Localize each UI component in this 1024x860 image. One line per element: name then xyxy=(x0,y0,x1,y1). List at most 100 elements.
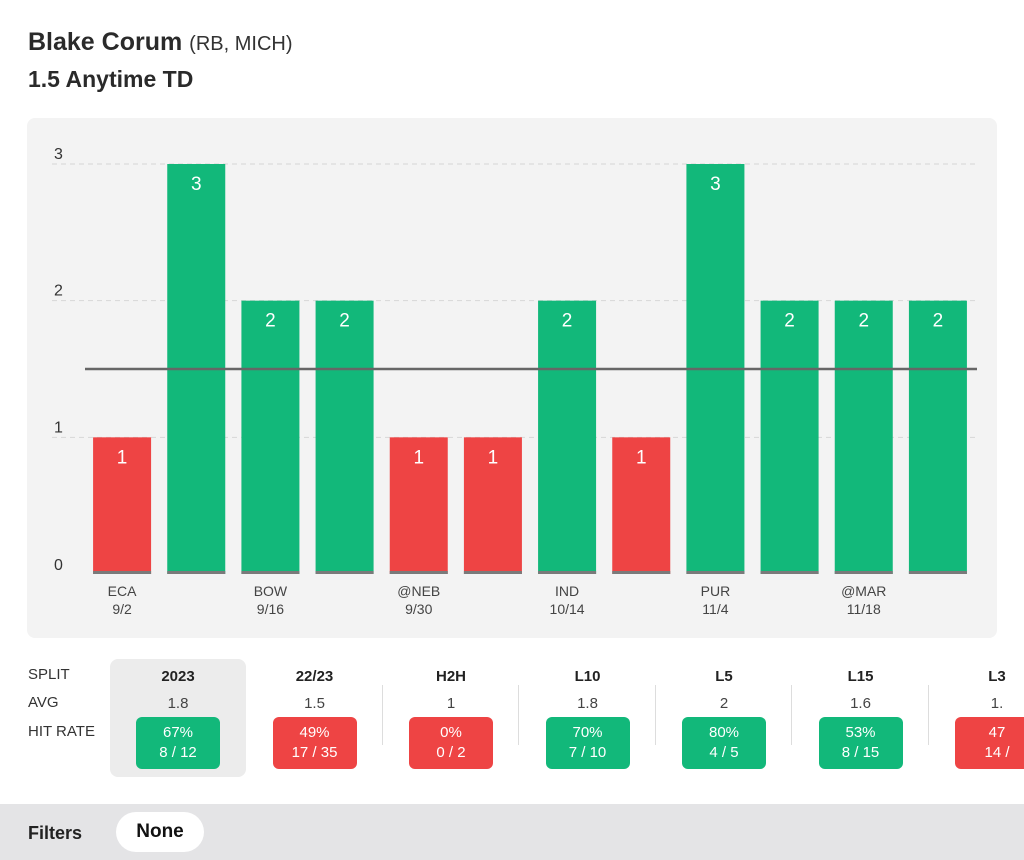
split-avg: 1.8 xyxy=(167,695,189,712)
bar-value-label: 2 xyxy=(933,311,944,332)
bar-base xyxy=(167,571,226,574)
split-label: L5 xyxy=(715,668,733,685)
player-title: Blake Corum (RB, MICH) xyxy=(28,28,293,57)
bar xyxy=(908,300,967,574)
x-tick-opponent: PUR xyxy=(701,583,731,599)
y-tick-label: 0 xyxy=(54,557,63,574)
hit-rate-badge: 70% 7 / 10 xyxy=(545,717,630,769)
split-label: L3 xyxy=(988,668,1006,685)
x-tick-date: 11/4 xyxy=(702,601,728,617)
hit-rate-row-label: HIT RATE xyxy=(28,723,95,740)
bar-value-label: 2 xyxy=(784,311,795,332)
x-tick-opponent: ECA xyxy=(108,583,137,599)
hit-rate-percent: 49% xyxy=(299,724,330,741)
y-tick-label: 3 xyxy=(54,146,63,163)
bar xyxy=(463,437,522,574)
split-avg: 1 xyxy=(446,695,456,712)
bar xyxy=(241,300,300,574)
split-label: L15 xyxy=(847,668,874,685)
bar-value-label: 2 xyxy=(858,311,869,332)
split-label: L10 xyxy=(574,668,601,685)
column-divider xyxy=(654,685,656,745)
avg-row-label: AVG xyxy=(28,694,59,711)
split-label: 22/23 xyxy=(295,668,334,685)
bar-base xyxy=(93,571,152,574)
split-column-4[interactable]: L5 2 80% 4 / 5 xyxy=(656,659,792,777)
filters-label: Filters xyxy=(28,823,83,843)
x-tick-date: 9/16 xyxy=(257,601,284,617)
hit-rate-record: 0 / 2 xyxy=(436,744,466,761)
bar-value-label: 1 xyxy=(488,447,499,468)
column-divider xyxy=(791,685,792,745)
bar xyxy=(538,300,597,574)
bar-base xyxy=(908,571,967,574)
chart-panel: 0 1 2 3 1 ECA 9/2 3 2 BOW 9/16 2 1 @NEB 9/30 1 2 IND 10/14… xyxy=(27,118,997,638)
bar-base xyxy=(834,571,893,574)
hit-rate-badge: 0% 0 / 2 xyxy=(409,717,493,769)
hit-rate-record: 4 / 5 xyxy=(709,744,739,761)
bar xyxy=(389,437,448,574)
hit-rate-percent: 53% xyxy=(845,724,876,741)
player-name: Blake Corum xyxy=(28,28,183,56)
hit-rate-percent: 80% xyxy=(708,724,740,741)
hit-rate-badge: 53% 8 / 15 xyxy=(818,717,903,769)
column-divider xyxy=(381,685,383,745)
hit-rate-percent: 67% xyxy=(162,724,194,741)
split-avg: 1.5 xyxy=(304,695,325,712)
x-tick-date: 9/30 xyxy=(405,601,432,617)
column-divider xyxy=(927,685,929,745)
bar-base xyxy=(538,571,597,574)
bar-value-label: 1 xyxy=(636,447,647,468)
bar xyxy=(760,300,819,574)
y-tick-label: 2 xyxy=(54,283,63,300)
bar-value-label: 2 xyxy=(265,311,276,332)
bar-base xyxy=(612,571,671,574)
x-tick-opponent: @NEB xyxy=(397,583,440,599)
hit-rate-record: 8 / 15 xyxy=(841,744,880,761)
x-tick-date: 11/18 xyxy=(847,601,881,617)
split-column-2[interactable]: H2H 1 0% 0 / 2 xyxy=(383,659,519,777)
bar-value-label: 2 xyxy=(339,311,350,332)
hit-rate-badge: 49% 17 / 35 xyxy=(272,717,357,769)
hit-rate-percent: 0% xyxy=(440,724,462,741)
bar-base xyxy=(760,571,819,574)
bar-base xyxy=(463,571,522,574)
x-tick-opponent: BOW xyxy=(254,583,288,599)
hit-rate-percent: 70% xyxy=(572,724,603,741)
hit-rate-percent: 47 xyxy=(988,724,1006,741)
bar xyxy=(93,437,152,574)
split-column-5[interactable]: L15 1.6 53% 8 / 15 xyxy=(793,659,929,777)
hit-rate-record: 17 / 35 xyxy=(291,744,338,761)
bar-value-label: 3 xyxy=(710,174,721,195)
bar xyxy=(612,437,671,574)
x-tick-opponent: IND xyxy=(555,583,579,599)
split-column-0[interactable]: 2023 1.8 67% 8 / 12 xyxy=(110,659,246,777)
column-divider xyxy=(518,685,519,745)
filter-none-button[interactable]: None xyxy=(116,812,204,852)
hit-rate-badge: 80% 4 / 5 xyxy=(682,717,766,769)
y-tick-label: 1 xyxy=(54,419,63,436)
x-tick-date: 10/14 xyxy=(550,601,585,617)
split-label: 2023 xyxy=(161,668,195,685)
split-column-1[interactable]: 22/23 1.5 49% 17 / 35 xyxy=(247,659,383,777)
filters-bar: Filters None xyxy=(0,804,1024,860)
bar-value-label: 2 xyxy=(562,311,573,332)
bar-base xyxy=(315,571,374,574)
hit-rate-badge: 47 14 / xyxy=(955,717,1024,769)
split-column-3[interactable]: L10 1.8 70% 7 / 10 xyxy=(520,659,656,777)
hit-rate-record: 7 / 10 xyxy=(568,744,607,761)
split-column-6[interactable]: L3 1. 47 14 / xyxy=(929,659,1024,777)
bar-chart: 0 1 2 3 1 ECA 9/2 3 2 BOW 9/16 2 1 @NEB 9/30 1 2 IND 10/14… xyxy=(52,146,977,617)
hit-rate-record: 8 / 12 xyxy=(159,744,197,761)
bar-base xyxy=(241,571,300,574)
bar-base xyxy=(686,571,745,574)
split-avg: 1.6 xyxy=(850,695,871,712)
bar-value-label: 3 xyxy=(191,174,202,195)
bar xyxy=(834,300,893,574)
split-row-label: SPLIT xyxy=(28,666,70,683)
split-avg: 2 xyxy=(719,695,729,712)
x-tick-date: 9/2 xyxy=(112,601,132,617)
x-tick-opponent: @MAR xyxy=(841,583,886,599)
prop-title: 1.5 Anytime TD xyxy=(28,66,194,92)
hit-rate-badge: 67% 8 / 12 xyxy=(136,717,220,769)
